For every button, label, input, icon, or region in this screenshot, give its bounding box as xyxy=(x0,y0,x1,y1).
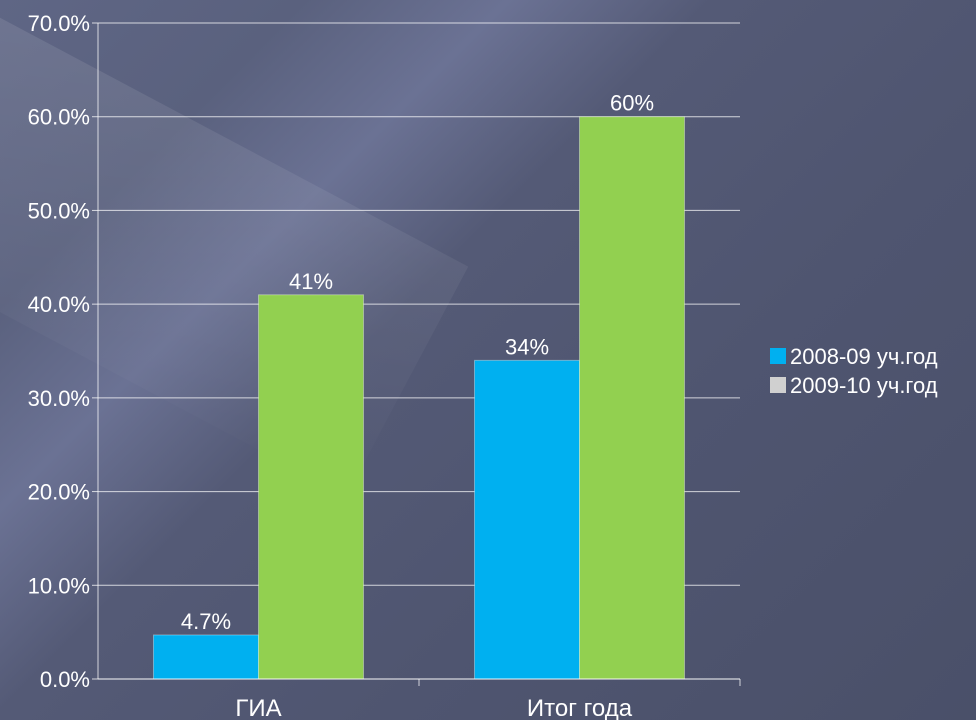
x-category-label: Итог года xyxy=(527,695,633,720)
bar-2-2 xyxy=(579,116,685,680)
bar-2-1 xyxy=(258,294,364,680)
legend-swatch-2 xyxy=(770,377,786,393)
legend-swatch-1 xyxy=(770,348,786,364)
y-tick-label: 60.0% xyxy=(28,105,90,130)
y-tick-label: 70.0% xyxy=(28,11,90,36)
bar-1-1 xyxy=(153,634,259,680)
y-tick-label: 40.0% xyxy=(28,292,90,317)
data-label: 41% xyxy=(289,269,333,294)
y-tick-label: 30.0% xyxy=(28,386,90,411)
legend-label-2: 2009-10 уч.год xyxy=(790,373,938,398)
legend-label-1: 2008-09 уч.год xyxy=(790,344,938,369)
data-label: 60% xyxy=(610,91,654,116)
x-category-label: ГИА xyxy=(235,695,281,720)
y-tick-label: 0.0% xyxy=(40,667,90,692)
y-tick-label: 50.0% xyxy=(28,198,90,223)
y-tick-label: 10.0% xyxy=(28,573,90,598)
data-label: 34% xyxy=(505,334,549,359)
bar-1-2 xyxy=(474,359,580,680)
y-tick-label: 20.0% xyxy=(28,480,90,505)
data-label: 4.7% xyxy=(181,609,231,634)
